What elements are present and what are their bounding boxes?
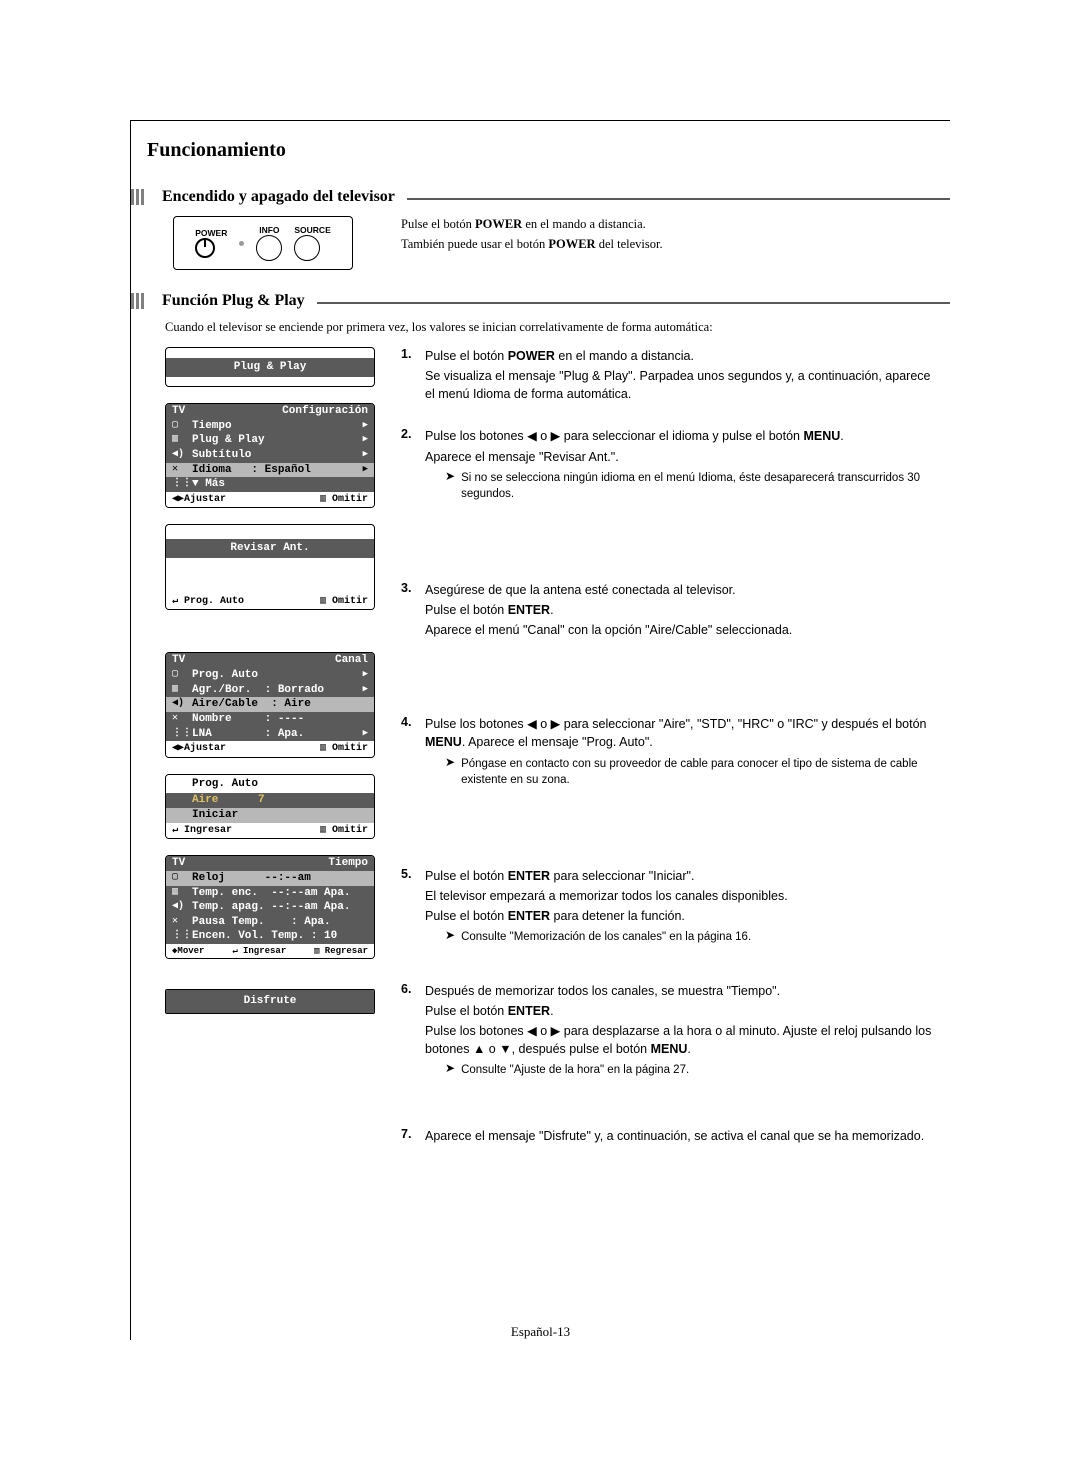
power-instructions: Pulse el botón POWER en el mando a dista… xyxy=(401,216,950,270)
menu-revisar-ant: Revisar Ant. ↵ Prog. Auto▥ Omitir xyxy=(165,524,375,610)
icon-x: ✕ xyxy=(172,713,178,725)
note-arrow-icon: ➤ xyxy=(445,929,455,946)
menu-configuracion: TVConfiguración ▢Tiempo ▥Plug & Play ◀)S… xyxy=(165,403,375,508)
icon-speaker: ◀) xyxy=(172,449,184,461)
power-icon xyxy=(195,238,215,258)
icon-speaker: ◀) xyxy=(172,698,184,710)
section-power: Encendido y apagado del televisor POWER … xyxy=(131,188,950,270)
info-button-icon xyxy=(256,235,282,261)
page-number: Español-13 xyxy=(131,1324,950,1340)
step-7: 7. Aparece el mensaje "Disfrute" y, a co… xyxy=(401,1127,940,1147)
icon-list: ▥ xyxy=(172,684,178,696)
section-header: Encendido y apagado del televisor xyxy=(131,188,950,206)
source-label: SOURCE xyxy=(294,225,330,235)
icon-list: ▥ xyxy=(172,434,178,446)
step-2: 2. Pulse los botones ◀ o ▶ para seleccio… xyxy=(401,427,940,503)
intro-text: Cuando el televisor se enciende por prim… xyxy=(165,320,950,335)
icon-sliders: ⋮⋮ xyxy=(172,478,192,490)
icon-tv: ▢ xyxy=(172,872,178,884)
page-frame: Funcionamiento Encendido y apagado del t… xyxy=(130,120,950,1340)
note-arrow-icon: ➤ xyxy=(445,756,455,789)
info-label: INFO xyxy=(256,225,282,235)
icon-tv: ▢ xyxy=(172,420,178,432)
section2-title: Función Plug & Play xyxy=(162,292,305,310)
main-title: Funcionamiento xyxy=(147,139,950,162)
step-1: 1. Pulse el botón POWER en el mando a di… xyxy=(401,347,940,405)
step-5: 5. Pulse el botón ENTER para seleccionar… xyxy=(401,867,940,946)
power-label: POWER xyxy=(195,228,227,238)
icon-speaker: ◀) xyxy=(172,901,184,913)
menu-tiempo: TVTiempo ▢Reloj --:--am ▥Temp. enc. --:-… xyxy=(165,855,375,959)
step-4: 4. Pulse los botones ◀ o ▶ para seleccio… xyxy=(401,715,940,789)
menu-prog-auto: Prog. Auto Aire 7 Iniciar ↵ Ingresar▥ Om… xyxy=(165,774,375,839)
led-dot xyxy=(239,241,244,246)
step-6: 6. Después de memorizar todos los canale… xyxy=(401,982,940,1079)
source-button-icon xyxy=(294,235,320,261)
remote-diagram: POWER INFO SOURCE xyxy=(173,216,353,270)
note-arrow-icon: ➤ xyxy=(445,1062,455,1079)
icon-list: ▥ xyxy=(172,887,178,899)
tv-screens-column: Plug & Play TVConfiguración ▢Tiempo ▥Plu… xyxy=(165,347,375,1169)
icon-sliders: ⋮⋮ xyxy=(172,930,192,942)
icon-x: ✕ xyxy=(172,916,178,928)
menu-plugplay: Plug & Play xyxy=(165,347,375,387)
icon-tv: ▢ xyxy=(172,669,178,681)
note-arrow-icon: ➤ xyxy=(445,470,455,503)
menu-canal: TVCanal ▢Prog. Auto ▥Agr./Bor. : Borrado… xyxy=(165,652,375,757)
section-plugplay: Función Plug & Play Cuando el televisor … xyxy=(131,292,950,1169)
step-3: 3. Asegúrese de que la antena esté conec… xyxy=(401,581,940,641)
steps-column: 1. Pulse el botón POWER en el mando a di… xyxy=(401,347,950,1169)
icon-sliders: ⋮⋮ xyxy=(172,728,192,740)
section-title: Encendido y apagado del televisor xyxy=(162,188,395,206)
icon-x: ✕ xyxy=(172,464,178,476)
section-rule xyxy=(407,198,950,200)
menu-disfrute: Disfrute xyxy=(165,989,375,1014)
